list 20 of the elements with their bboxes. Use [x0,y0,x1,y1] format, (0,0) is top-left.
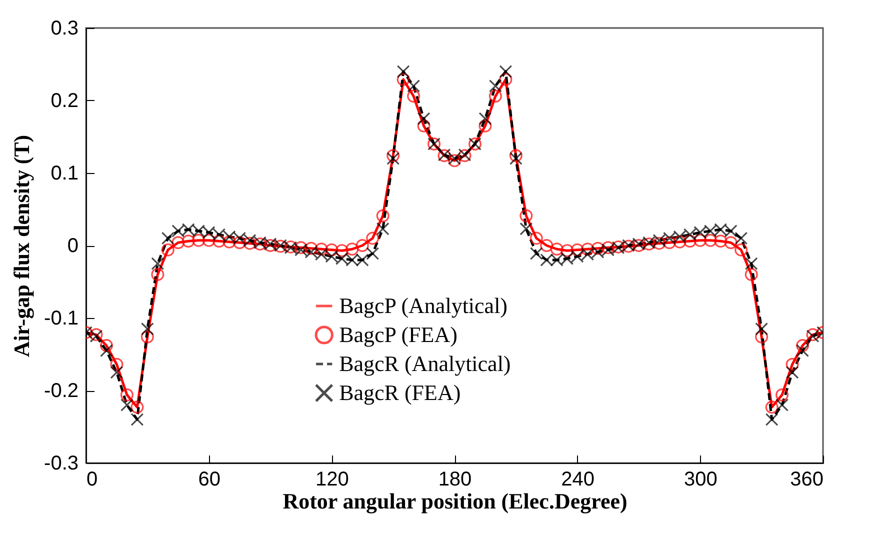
x-tick-label: 60 [198,468,220,490]
y-tick-label: -0.2 [44,380,78,402]
legend-label: BagcP (FEA) [339,322,458,347]
y-tick-label: -0.1 [44,308,78,330]
x-tick-label: 180 [438,468,472,490]
y-tick-label: 0.2 [50,90,78,112]
y-tick-label: 0 [67,235,78,257]
x-tick-label: 120 [315,468,349,490]
legend-label: BagcP (Analytical) [339,293,508,318]
y-tick-label: 0.1 [50,162,78,184]
x-axis-title: Rotor angular position (Elec.Degree) [282,488,628,514]
legend-label: BagcR (FEA) [339,380,461,405]
x-tick-label: 0 [86,468,98,490]
y-tick-label: 0.3 [50,18,78,40]
y-axis-title: Air-gap flux density (T) [9,134,34,358]
x-tick-label: 360 [790,468,824,490]
x-tick-label: 300 [684,468,718,490]
y-tick-label: -0.3 [44,452,78,474]
legend-label: BagcR (Analytical) [339,351,511,376]
x-tick-label: 240 [561,468,595,490]
